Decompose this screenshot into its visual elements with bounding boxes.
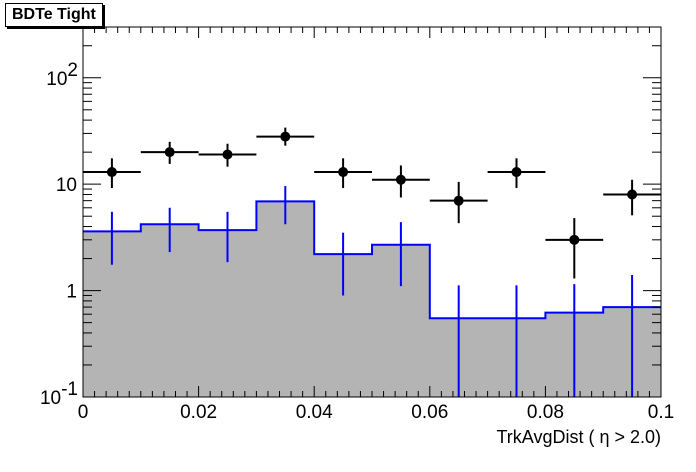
data-point xyxy=(106,167,117,178)
data-point xyxy=(222,149,233,160)
y-tick-label: 1 xyxy=(66,282,77,303)
histogram-outline xyxy=(83,200,661,320)
x-axis-title: TrkAvgDist ( η > 2.0) xyxy=(496,427,661,447)
data-points-layer xyxy=(83,127,661,279)
y-tick-exponent: -1 xyxy=(61,379,78,400)
data-point xyxy=(569,234,580,245)
chart-title: BDTe Tight xyxy=(5,3,103,27)
x-tick-label: 0 xyxy=(78,402,89,423)
data-point xyxy=(627,189,638,200)
x-tick-label: 0.08 xyxy=(527,402,564,423)
data-point xyxy=(453,195,464,206)
y-tick-label: 10 xyxy=(56,175,77,196)
y-tick-label: 10 xyxy=(40,388,61,409)
data-point xyxy=(338,167,349,178)
y-tick-exponent: 2 xyxy=(67,60,78,81)
x-tick-label: 0.06 xyxy=(411,402,448,423)
data-point xyxy=(395,174,406,185)
x-tick-label: 0.02 xyxy=(180,402,217,423)
data-point xyxy=(164,147,175,158)
x-tick-label: 0.1 xyxy=(648,402,674,423)
y-tick-label: 10 xyxy=(46,69,67,90)
axis-ticks xyxy=(82,26,662,398)
data-point xyxy=(511,167,522,178)
x-tick-labels: 0 0.02 0.04 0.06 0.08 0.1 xyxy=(78,402,675,423)
histogram-layer xyxy=(83,186,661,397)
x-tick-label: 0.04 xyxy=(296,402,333,423)
data-point xyxy=(280,131,291,142)
